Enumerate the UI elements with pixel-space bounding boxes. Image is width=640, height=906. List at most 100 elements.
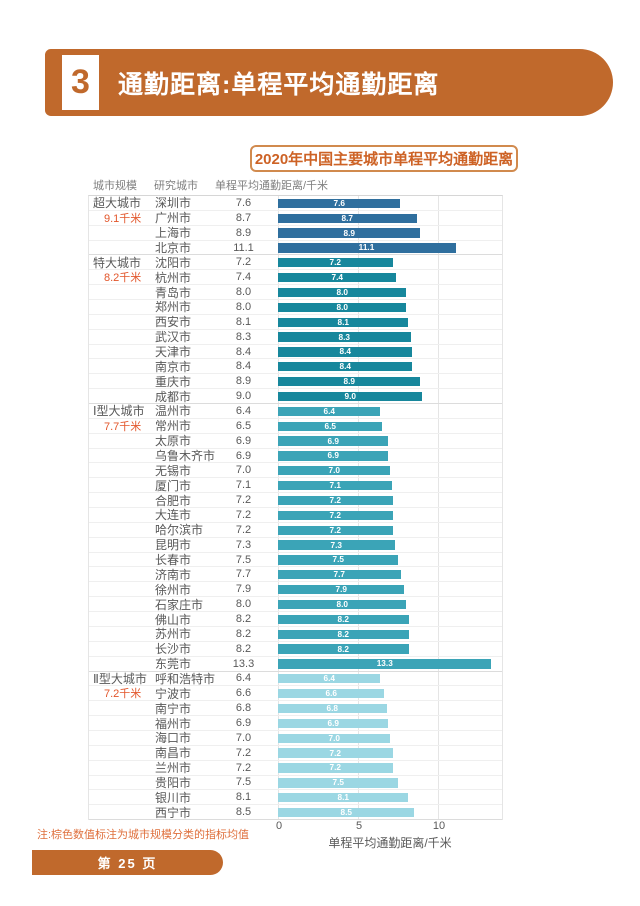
- bar-value-label: 7.5: [332, 554, 344, 565]
- bar-value-label: 7.5: [332, 777, 344, 787]
- city-name: 银川市: [155, 790, 192, 805]
- bar-value-label: 8.5: [340, 807, 352, 817]
- city-value: 8.9: [235, 226, 252, 239]
- bar-value-label: 8.7: [341, 213, 354, 223]
- bar-value-label: 6.9: [327, 718, 339, 728]
- table-row: 天津市 8.4 8.4: [89, 345, 502, 360]
- bar-value-label: 7.2: [329, 257, 342, 267]
- bar: 7.2: [278, 495, 394, 506]
- city-value: 7.2: [235, 746, 252, 759]
- city-name: 石家庄市: [155, 597, 204, 612]
- table-row: 合肥市 7.2 7.2: [89, 493, 502, 509]
- city-name: 东莞市: [155, 657, 192, 672]
- gridline: [358, 196, 359, 821]
- group-label: 特大城市: [93, 255, 142, 270]
- table-row: 9.1千米 广州市 8.7 8.7: [89, 211, 502, 226]
- city-name: 无锡市: [155, 463, 192, 478]
- bar: 6.9: [278, 718, 389, 729]
- bar: 6.5: [278, 421, 382, 431]
- city-name: 西宁市: [155, 805, 192, 820]
- bar: 8.0: [278, 287, 406, 298]
- city-name: 郑州市: [155, 300, 192, 315]
- group-label: Ⅱ型大城市: [93, 671, 147, 686]
- table-row: 8.2千米 杭州市 7.4 7.4: [89, 270, 502, 286]
- bar-value-label: 7.2: [329, 748, 342, 758]
- table-row: 济南市 7.7 7.7: [89, 567, 502, 583]
- city-value: 6.4: [235, 672, 252, 685]
- city-name: 宁波市: [155, 686, 192, 701]
- city-value: 9.0: [235, 390, 252, 403]
- bar-value-label: 8.2: [337, 644, 350, 654]
- bar: 6.4: [278, 674, 381, 684]
- group-mean-label: 7.2千米: [104, 688, 142, 701]
- city-value: 7.2: [235, 508, 252, 521]
- city-name: 大连市: [155, 508, 192, 523]
- bar-value-label: 6.6: [325, 688, 337, 698]
- table-row: 7.2千米 宁波市 6.6 6.6: [89, 686, 502, 702]
- city-name: 哈尔滨市: [155, 523, 204, 538]
- city-name: 合肥市: [155, 493, 192, 508]
- bar: 7.2: [278, 748, 394, 758]
- city-name: 苏州市: [155, 627, 192, 642]
- city-value: 6.9: [235, 449, 252, 462]
- city-value: 7.2: [235, 494, 252, 507]
- city-name: 长沙市: [155, 642, 192, 657]
- bar-value-label: 7.1: [329, 480, 341, 490]
- bar-value-label: 8.0: [336, 302, 348, 312]
- city-name: 成都市: [155, 389, 192, 404]
- group-mean-label: 8.2千米: [104, 272, 142, 285]
- table-row: 南昌市 7.2 7.2: [89, 746, 502, 761]
- table-row: 哈尔滨市 7.2 7.2: [89, 523, 502, 538]
- bar: 9.0: [278, 391, 422, 402]
- section-header-banner: 3 通勤距离:单程平均通勤距离: [45, 49, 613, 116]
- table-row: 贵阳市 7.5 7.5: [89, 776, 502, 791]
- city-name: 福州市: [155, 716, 192, 731]
- section-number: 3: [71, 63, 90, 101]
- city-name: 南京市: [155, 359, 192, 374]
- bar-value-label: 8.9: [343, 227, 355, 238]
- city-value: 6.5: [235, 419, 252, 432]
- table-row: 昆明市 7.3 7.3: [89, 538, 502, 553]
- table-row: 银川市 8.1 8.1: [89, 790, 502, 806]
- city-value: 7.5: [235, 776, 252, 789]
- city-value: 7.6: [235, 196, 252, 209]
- city-value: 8.4: [235, 345, 252, 358]
- bar: 8.9: [278, 377, 421, 387]
- city-name: 温州市: [155, 404, 192, 419]
- bar: 7.1: [278, 480, 392, 491]
- table-row: 西安市 8.1 8.1: [89, 315, 502, 330]
- bar-value-label: 8.2: [337, 629, 350, 639]
- city-value: 8.7: [235, 211, 252, 224]
- bar: 7.0: [278, 733, 390, 743]
- bar: 11.1: [278, 243, 456, 253]
- bar-value-label: 7.6: [333, 198, 345, 208]
- x-axis-tick: 10: [432, 820, 446, 832]
- table-row: 特大城市 沈阳市 7.2 7.2: [89, 255, 502, 271]
- city-name: 重庆市: [155, 374, 192, 389]
- city-name: 沈阳市: [155, 255, 192, 270]
- table-row: 福州市 6.9 6.9: [89, 716, 502, 731]
- gridline: [438, 196, 439, 821]
- city-value: 8.9: [235, 375, 252, 388]
- bar: 7.6: [278, 198, 400, 208]
- city-name: 天津市: [155, 345, 192, 360]
- bar-value-label: 7.2: [329, 762, 342, 773]
- city-value: 7.3: [235, 538, 252, 551]
- bar-value-label: 7.4: [331, 272, 343, 282]
- bar: 6.8: [278, 703, 387, 714]
- city-value: 8.4: [235, 360, 252, 373]
- city-value: 8.0: [235, 300, 252, 313]
- table-row: 上海市 8.9 8.9: [89, 226, 502, 241]
- table-row: 南京市 8.4 8.4: [89, 359, 502, 375]
- bar: 13.3: [278, 659, 491, 669]
- city-name: 广州市: [155, 211, 192, 226]
- section-title: 通勤距离:单程平均通勤距离: [118, 70, 440, 99]
- bar: 8.5: [278, 807, 414, 818]
- city-name: 深圳市: [155, 196, 192, 211]
- bar: 7.0: [278, 466, 390, 476]
- bar: 8.1: [278, 317, 408, 327]
- city-name: 南昌市: [155, 746, 192, 761]
- bar-value-label: 6.8: [326, 703, 339, 713]
- city-value: 8.0: [235, 286, 252, 299]
